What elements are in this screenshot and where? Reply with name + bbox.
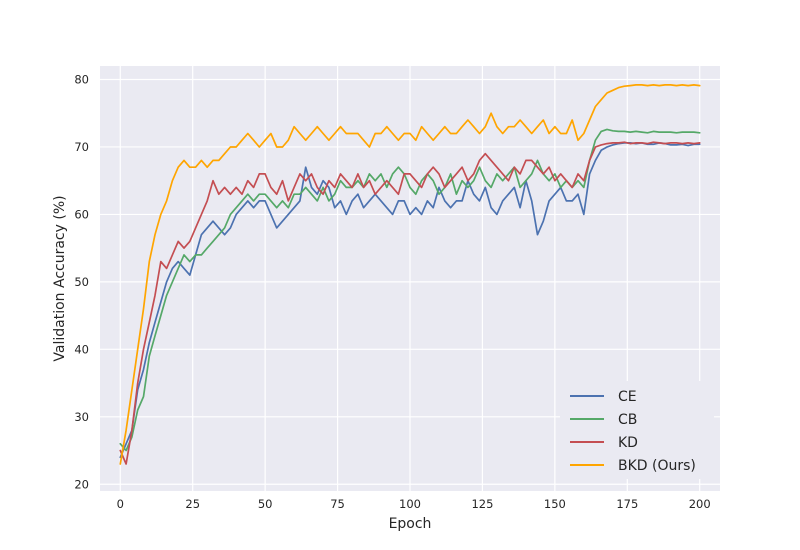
y-tick-label: 80 <box>74 72 89 86</box>
series-line-1 <box>119 128 701 452</box>
x-tick-label: 25 <box>185 497 200 511</box>
y-axis-label: Validation Accuracy (%) <box>52 195 68 361</box>
legend-label: BKD (Ours) <box>618 458 696 474</box>
legend: CE CB KD BKD (Ours) <box>560 381 714 479</box>
x-axis-ticks: 0 25 50 75 100 125 150 175 200 <box>117 497 711 511</box>
y-tick-label: 50 <box>74 275 89 289</box>
legend-box <box>560 381 714 479</box>
y-tick-label: 20 <box>74 477 89 491</box>
x-tick-label: 100 <box>399 497 421 511</box>
series-line-0 <box>119 142 701 459</box>
y-tick-label: 70 <box>74 140 89 154</box>
x-tick-label: 125 <box>471 497 493 511</box>
y-tick-label: 60 <box>74 207 89 221</box>
series-lines <box>119 84 701 465</box>
x-tick-label: 50 <box>258 497 273 511</box>
series-line-2 <box>119 141 701 465</box>
x-tick-label: 75 <box>330 497 345 511</box>
legend-label: CE <box>618 389 637 405</box>
legend-label: CB <box>618 412 637 428</box>
x-tick-label: 0 <box>117 497 124 511</box>
legend-label: KD <box>618 435 638 451</box>
y-tick-label: 40 <box>74 342 89 356</box>
y-axis-ticks: 20 30 40 50 60 70 80 <box>74 72 89 491</box>
x-tick-label: 150 <box>544 497 566 511</box>
series-line-3 <box>119 84 701 465</box>
x-tick-label: 175 <box>616 497 638 511</box>
y-tick-label: 30 <box>74 410 89 424</box>
x-axis-label: Epoch <box>389 516 432 532</box>
x-tick-label: 200 <box>689 497 711 511</box>
